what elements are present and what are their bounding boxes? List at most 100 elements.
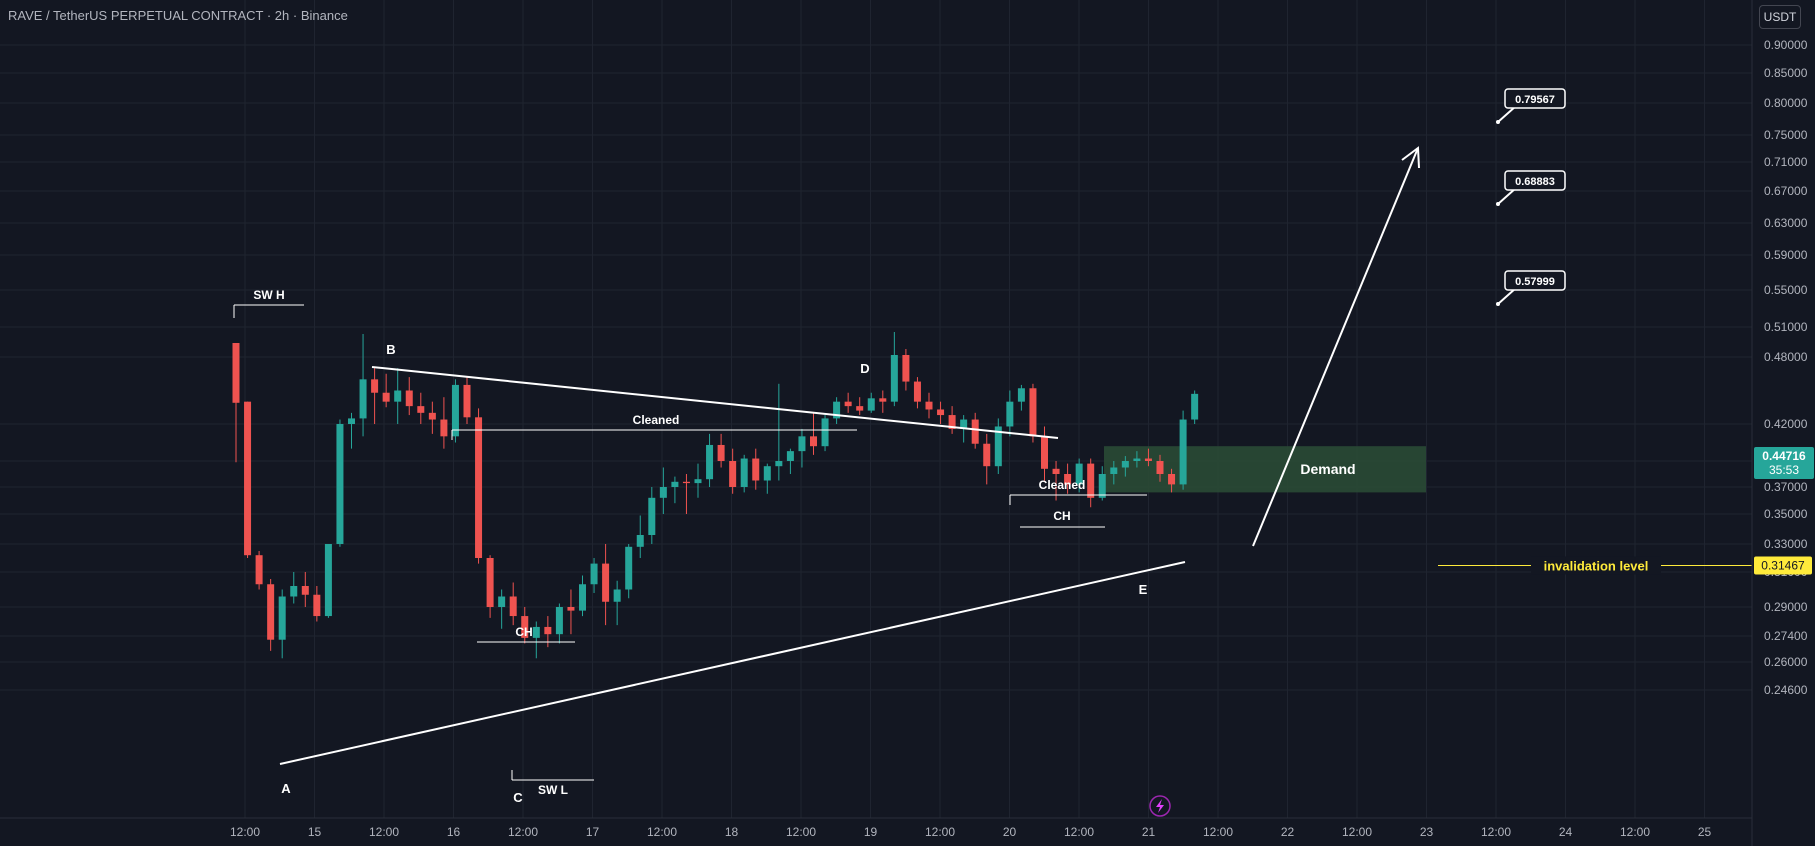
ch-1-label: CH <box>515 625 532 639</box>
candle-body <box>740 458 748 487</box>
candle-body <box>359 379 367 419</box>
candle-body <box>1075 463 1083 485</box>
candle-body <box>983 443 991 467</box>
candle-body <box>405 390 413 407</box>
candle-body <box>579 584 586 611</box>
currency-unit-button[interactable]: USDT <box>1759 5 1801 29</box>
candle-body <box>313 594 321 617</box>
time-tick-label: 16 <box>447 825 461 839</box>
invalidation-price-tag <box>1754 556 1812 575</box>
demand-zone: Demand <box>1104 446 1426 493</box>
candle-body <box>913 381 921 402</box>
time-axis[interactable]: 12:00 15 12:00 16 12:00 17 12:00 18 12:00 19 12:00… <box>0 817 1752 839</box>
candle-body <box>555 607 563 635</box>
candle-body <box>602 563 610 602</box>
candle-body <box>382 392 390 402</box>
price-tick-label: 0.27400 <box>1764 629 1808 643</box>
candle-body <box>1006 401 1014 427</box>
candle-body <box>763 466 771 481</box>
price-tick-label: 0.63000 <box>1764 216 1808 230</box>
candle-body <box>1098 474 1106 498</box>
candle-body <box>278 596 286 640</box>
candle-body <box>937 409 945 416</box>
candle-body <box>1041 436 1048 469</box>
candle-body <box>717 444 725 461</box>
candle-body <box>1121 461 1129 468</box>
candle-body <box>671 481 679 487</box>
candle-body <box>1144 458 1152 461</box>
candle-body <box>786 451 794 461</box>
candle-body <box>1029 388 1037 437</box>
lightning-bolt-icon <box>1156 799 1164 813</box>
candle-body <box>659 487 667 498</box>
time-tick-label: 23 <box>1420 825 1434 839</box>
candle-body <box>994 426 1002 467</box>
candle-body <box>255 555 263 585</box>
price-tick-label: 0.29000 <box>1764 600 1808 614</box>
candle-body <box>301 586 309 595</box>
candle-body <box>648 497 656 535</box>
target-label: 0.79567 <box>1515 94 1555 106</box>
candle-body <box>844 401 852 407</box>
candle-body <box>925 401 933 410</box>
candle-body <box>371 379 379 393</box>
time-tick-label: 12:00 <box>369 825 399 839</box>
candle-body <box>1052 468 1060 474</box>
price-tick-label: 0.48000 <box>1764 350 1808 364</box>
time-tick-label: 12:00 <box>1342 825 1372 839</box>
candle-body <box>867 398 875 411</box>
price-tick-label: 0.80000 <box>1764 96 1808 110</box>
candle-body <box>486 558 494 607</box>
candle-body <box>798 436 806 452</box>
invalidation-label-bg <box>1531 556 1661 575</box>
candle-body <box>1156 461 1164 474</box>
price-tick-label: 0.33000 <box>1764 537 1808 551</box>
resistance-trendline <box>371 366 1059 439</box>
price-tick-label: 0.67000 <box>1764 184 1808 198</box>
price-tick-label: 0.42000 <box>1764 417 1808 431</box>
cleaned-2-label: Cleaned <box>1039 478 1086 492</box>
chart-grid <box>0 0 1752 818</box>
candle-body <box>1110 467 1118 474</box>
candle-body <box>451 384 459 437</box>
candle-body <box>232 343 240 403</box>
candle-body <box>810 436 817 447</box>
candle-body <box>509 596 517 617</box>
candle-body <box>463 384 471 418</box>
time-tick-label: 21 <box>1142 825 1156 839</box>
price-axis[interactable]: 0.90000 0.85000 0.80000 0.75000 0.71000 0.670… <box>1751 0 1808 846</box>
price-tick-label: 0.59000 <box>1764 248 1808 262</box>
candle-body <box>336 424 344 544</box>
candle-body <box>706 444 714 480</box>
time-tick-label: 12:00 <box>647 825 677 839</box>
lightning-icon[interactable] <box>1149 795 1171 817</box>
candle-body <box>244 401 252 556</box>
drawings: SW H SW L A B C D E CH CH Cleaned Cleaned 0.79567 0.… <box>233 88 1752 817</box>
price-tick-label: 0.85000 <box>1764 66 1808 80</box>
point-b-label: B <box>386 342 395 357</box>
time-tick-label: 17 <box>586 825 600 839</box>
time-tick-label: 15 <box>308 825 322 839</box>
candle-body <box>960 419 968 429</box>
price-tick-label: 0.51000 <box>1764 320 1808 334</box>
candles <box>232 332 1199 659</box>
time-tick-label: 24 <box>1559 825 1573 839</box>
ch-2-label: CH <box>1053 509 1070 523</box>
candle-body <box>544 626 552 635</box>
candle-body <box>821 418 829 447</box>
target-box <box>1504 170 1566 191</box>
point-c-label: C <box>513 790 523 805</box>
time-tick-label: 20 <box>1003 825 1017 839</box>
time-tick-label: 12:00 <box>1620 825 1650 839</box>
symbol-title: RAVE / TetherUS PERPETUAL CONTRACT · 2h … <box>8 8 348 23</box>
candle-body <box>521 616 529 638</box>
candle-body <box>498 596 506 607</box>
candle-body <box>682 481 690 484</box>
time-tick-label: 12:00 <box>230 825 260 839</box>
target-label: 0.57999 <box>1515 276 1555 288</box>
candle-body <box>833 401 841 419</box>
candle-body <box>613 589 621 602</box>
invalidation-price-label: 0.31467 <box>1761 558 1805 572</box>
